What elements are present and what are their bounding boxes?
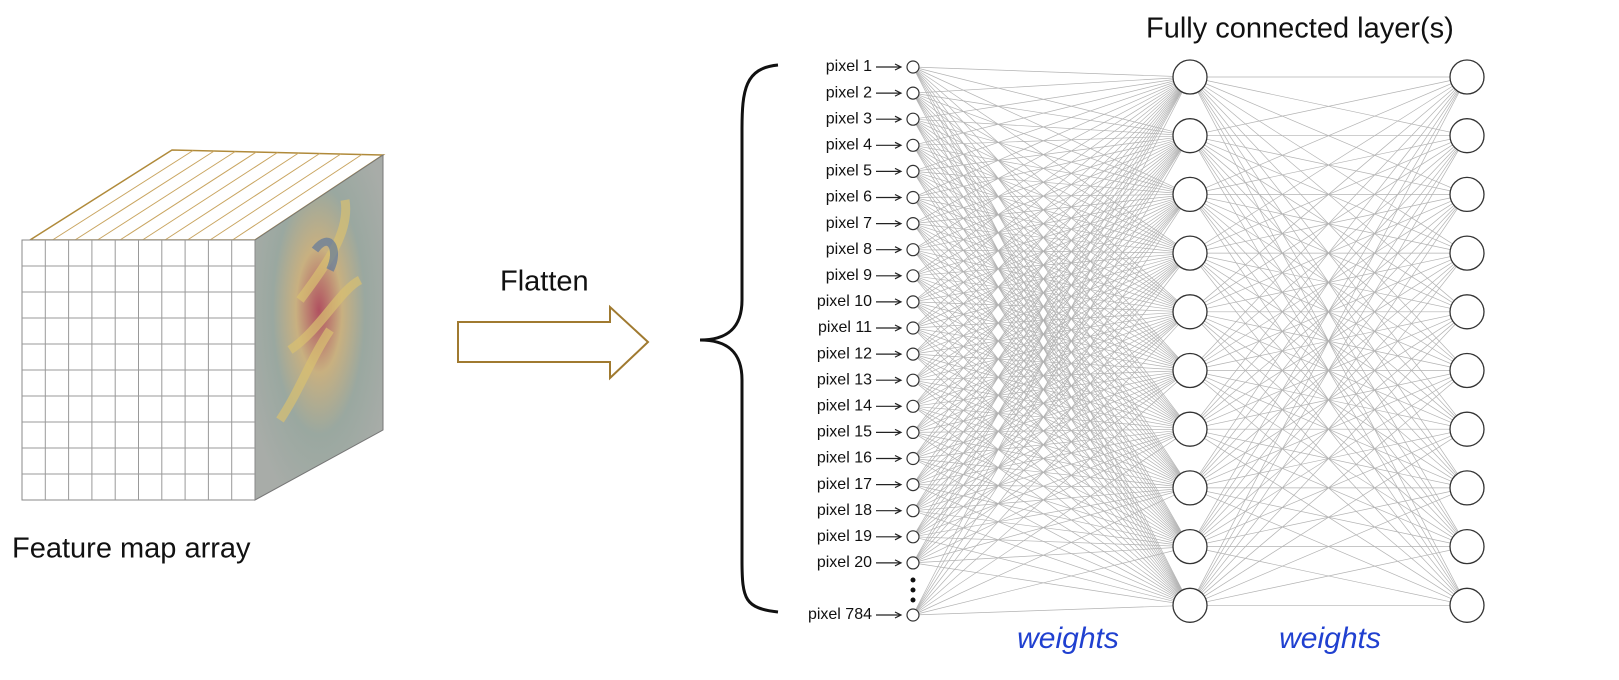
diagram: Feature map array Flatten Fully connecte… <box>0 0 1619 680</box>
hidden-node <box>1173 412 1207 446</box>
input-node <box>907 531 919 543</box>
hidden-node <box>1173 530 1207 564</box>
pixel-label: pixel 11 <box>818 319 872 336</box>
input-node <box>907 557 919 569</box>
hidden-node <box>1173 60 1207 94</box>
connection <box>913 77 1190 119</box>
pixel-label: pixel 8 <box>826 241 872 258</box>
input-node <box>907 139 919 151</box>
ellipsis-dot <box>911 588 916 593</box>
input-node <box>907 322 919 334</box>
pixel-label: pixel 4 <box>826 137 872 154</box>
input-node <box>907 426 919 438</box>
pixel-label: pixel 15 <box>817 424 872 441</box>
output-node <box>1450 60 1484 94</box>
pixel-label: pixel 1 <box>826 58 872 75</box>
pixel-label: pixel 784 <box>808 606 872 623</box>
input-node <box>907 244 919 256</box>
output-node <box>1450 530 1484 564</box>
brace <box>700 65 778 612</box>
input-node <box>907 505 919 517</box>
pixel-label: pixel 13 <box>817 371 872 388</box>
connection <box>913 67 1190 77</box>
output-node <box>1450 177 1484 211</box>
weights-label: weights <box>1279 622 1381 655</box>
network: pixel 1 pixel 2 pixel 3 pixel 4 pixel 5 pixel… <box>808 58 1484 623</box>
pixel-label: pixel 2 <box>826 84 872 101</box>
flatten-label: Flatten <box>500 266 589 298</box>
connection <box>913 194 1190 458</box>
input-node <box>907 218 919 230</box>
connection <box>913 67 1190 136</box>
output-node <box>1450 471 1484 505</box>
input-node <box>907 348 919 360</box>
connection <box>913 119 1190 253</box>
pixel-label: pixel 17 <box>817 476 872 493</box>
pixel-label: pixel 3 <box>826 110 872 127</box>
pixel-label: pixel 7 <box>826 215 872 232</box>
input-node <box>907 400 919 412</box>
connection <box>913 253 1190 432</box>
hidden-node <box>1173 471 1207 505</box>
connection <box>913 605 1190 615</box>
pixel-label: pixel 16 <box>817 450 872 467</box>
feature-map-label: Feature map array <box>12 533 251 565</box>
input-node <box>907 87 919 99</box>
output-node <box>1450 588 1484 622</box>
connection <box>913 77 1190 250</box>
flatten-arrow <box>458 307 648 378</box>
pixel-label: pixel 19 <box>817 528 872 545</box>
network-title: Fully connected layer(s) <box>1146 13 1454 45</box>
hidden-node <box>1173 295 1207 329</box>
ellipsis-dot <box>911 578 916 583</box>
input-node <box>907 479 919 491</box>
hidden-node <box>1173 354 1207 388</box>
input-node <box>907 270 919 282</box>
connection <box>913 537 1190 606</box>
input-node <box>907 374 919 386</box>
connection <box>913 312 1190 511</box>
hidden-node <box>1173 177 1207 211</box>
pixel-label: pixel 20 <box>817 554 872 571</box>
connection <box>913 77 1190 380</box>
pixel-label: pixel 5 <box>826 163 872 180</box>
connection <box>913 77 1190 354</box>
input-node <box>907 609 919 621</box>
pixel-label: pixel 6 <box>826 189 872 206</box>
input-node <box>907 61 919 73</box>
pixel-label: pixel 14 <box>817 398 872 415</box>
pixel-label: pixel 9 <box>826 267 872 284</box>
hidden-node <box>1173 119 1207 153</box>
connection <box>913 119 1190 136</box>
input-node <box>907 113 919 125</box>
connection <box>913 547 1190 615</box>
connection <box>913 253 1190 485</box>
connection <box>913 77 1190 93</box>
output-node <box>1450 119 1484 153</box>
output-node <box>1450 354 1484 388</box>
pixel-label: pixel 18 <box>817 502 872 519</box>
connection <box>913 194 1190 275</box>
output-node <box>1450 295 1484 329</box>
pixel-label: pixel 10 <box>817 293 872 310</box>
input-node <box>907 192 919 204</box>
output-node <box>1450 412 1484 446</box>
weights-label: weights <box>1017 622 1119 655</box>
connection <box>913 136 1190 172</box>
connection <box>913 371 1190 616</box>
hidden-node <box>1173 236 1207 270</box>
feature-map-cube <box>22 150 383 500</box>
connection <box>913 194 1190 432</box>
ellipsis-dot <box>911 598 916 603</box>
output-node <box>1450 236 1484 270</box>
input-node <box>907 453 919 465</box>
input-node <box>907 165 919 177</box>
input-node <box>907 296 919 308</box>
hidden-node <box>1173 588 1207 622</box>
pixel-label: pixel 12 <box>817 345 872 362</box>
